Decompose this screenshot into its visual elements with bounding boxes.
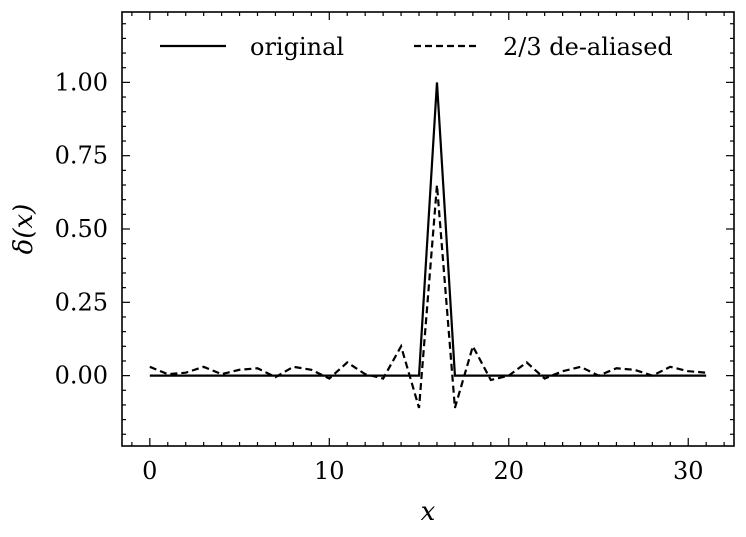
y-tick-label: 0.00 xyxy=(55,362,108,390)
x-axis-label: x xyxy=(421,497,436,527)
plot-lines xyxy=(149,82,707,409)
y-tick-label: 0.25 xyxy=(55,288,108,316)
tick-labels: 0 10 20 30 0.00 0.25 0.50 0.75 1.00 xyxy=(55,68,704,485)
series-line-dealiased xyxy=(149,184,707,409)
y-tick-label: 1.00 xyxy=(55,68,108,96)
y-axis-label: δ(x) xyxy=(9,204,39,255)
y-tick-label: 0.50 xyxy=(55,215,108,243)
x-tick-label: 0 xyxy=(142,457,157,485)
x-tick-label: 10 xyxy=(314,457,345,485)
legend: original 2/3 de-aliased xyxy=(160,33,673,61)
legend-label-original: original xyxy=(250,33,344,61)
legend-label-dealiased: 2/3 de-aliased xyxy=(503,33,673,61)
y-tick-label: 0.75 xyxy=(55,142,108,170)
series-line-original xyxy=(149,82,707,377)
x-tick-label: 20 xyxy=(493,457,524,485)
x-tick-label: 30 xyxy=(673,457,704,485)
axis-ticks xyxy=(122,12,734,446)
